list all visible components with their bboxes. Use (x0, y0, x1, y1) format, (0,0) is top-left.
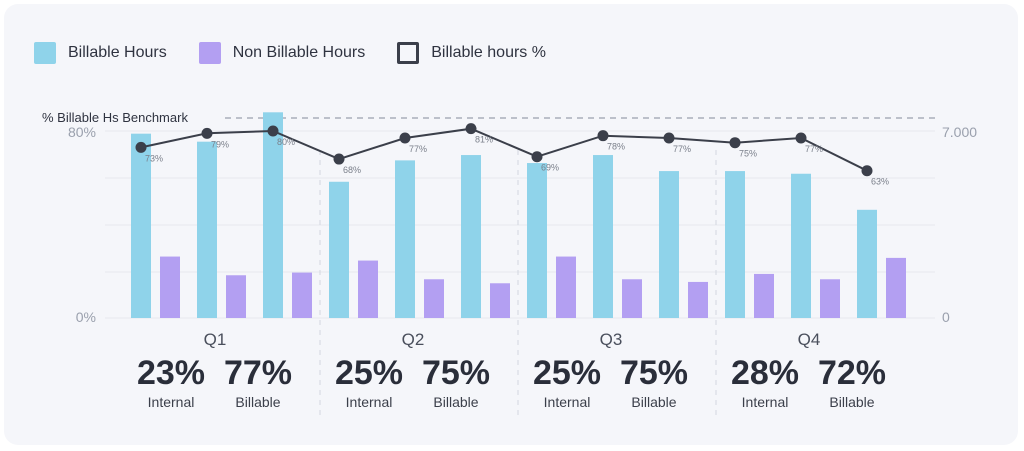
billable-pct-label: 77% (673, 144, 691, 154)
bar-non-billable (556, 256, 576, 318)
billable-label: Billable (433, 394, 478, 410)
benchmark-label: % Billable Hs Benchmark (42, 110, 188, 125)
legend-label-billable-pct: Billable hours % (431, 44, 546, 61)
billable-pct-line (140, 127, 868, 172)
bar-non-billable (226, 275, 246, 318)
quarter-label: Q2 (402, 330, 425, 349)
billable-label: Billable (829, 394, 874, 410)
bar-billable (131, 133, 151, 318)
legend-label-billable: Billable Hours (68, 44, 167, 61)
left-axis-min-label: 0% (76, 309, 96, 325)
internal-label: Internal (148, 394, 195, 410)
bar-billable (593, 155, 613, 318)
billable-pct-label: 69% (541, 163, 559, 173)
bars-layer (131, 112, 906, 318)
bar-non-billable (754, 273, 774, 318)
billable-pct-point (531, 151, 543, 163)
bar-non-billable (292, 272, 312, 318)
quarter-label: Q4 (798, 330, 821, 349)
bar-billable (527, 163, 547, 318)
billable-label: Billable (631, 394, 676, 410)
billable-pct-label: 68% (343, 165, 361, 175)
internal-label: Internal (742, 394, 789, 410)
billable-percent: 77% (224, 354, 292, 392)
billable-pct-label: 81% (475, 135, 493, 145)
billable-pct-label: 63% (871, 177, 889, 187)
bar-billable (395, 160, 415, 318)
billable-label: Billable (235, 394, 280, 410)
legend-label-non-billable: Non Billable Hours (232, 44, 366, 61)
billable-pct-point (201, 127, 213, 139)
billable-pct-point (135, 141, 147, 153)
billable-pct-label: 77% (805, 144, 823, 154)
billable-pct-label: 80% (277, 137, 295, 147)
bar-billable (659, 171, 679, 318)
legend: Billable Hours Non Billable Hours Billab… (34, 40, 578, 66)
internal-label: Internal (544, 394, 591, 410)
legend-swatch-billable (34, 42, 56, 64)
legend-swatch-billable-pct (397, 42, 420, 64)
internal-percent: 25% (335, 354, 403, 392)
billable-pct-point (465, 123, 477, 135)
billable-pct-point (729, 137, 741, 149)
bar-non-billable (886, 257, 906, 318)
bar-billable (725, 171, 745, 318)
bar-billable (263, 112, 283, 318)
quarter-label: Q1 (204, 330, 227, 349)
bar-billable (197, 141, 217, 318)
bar-non-billable (820, 279, 840, 318)
left-axis-max-label: 80% (68, 124, 96, 140)
bar-non-billable (688, 281, 708, 318)
billable-percent: 75% (620, 354, 688, 392)
bar-non-billable (424, 279, 444, 318)
bar-billable (329, 181, 349, 318)
line-layer: 73% 79% 80% 68% 77% 81% 69% 78% 77% 75% 77% 63% (135, 123, 889, 187)
bar-non-billable (358, 260, 378, 318)
internal-label: Internal (346, 394, 393, 410)
legend-item-non-billable-hours[interactable]: Non Billable Hours (198, 42, 366, 64)
billable-percent: 72% (818, 354, 886, 392)
billable-pct-point (399, 132, 411, 144)
legend-item-billable-pct[interactable]: Billable hours % (397, 42, 546, 64)
bar-non-billable (622, 279, 642, 318)
billable-pct-label: 78% (607, 142, 625, 152)
billable-pct-point (861, 165, 873, 177)
billable-pct-point (795, 132, 807, 144)
bar-billable (791, 173, 811, 318)
billable-pct-point (663, 132, 675, 144)
billable-pct-label: 77% (409, 144, 427, 154)
bar-billable (461, 155, 481, 318)
billable-pct-label: 75% (739, 149, 757, 159)
internal-percent: 28% (731, 354, 799, 392)
billable-pct-label: 73% (145, 153, 163, 163)
right-axis-max-label: 7.000 (942, 124, 977, 140)
right-axis-min-label: 0 (942, 309, 950, 325)
quarter-label: Q3 (600, 330, 623, 349)
bar-non-billable (160, 256, 180, 318)
bar-non-billable (490, 283, 510, 318)
billable-pct-point (597, 130, 609, 142)
legend-swatch-non-billable (198, 42, 221, 64)
internal-percent: 23% (137, 354, 205, 392)
billable-pct-point (333, 153, 345, 165)
billable-percent: 75% (422, 354, 490, 392)
billable-pct-point (267, 125, 279, 137)
internal-percent: 25% (533, 354, 601, 392)
bar-billable (857, 209, 877, 318)
legend-item-billable-hours[interactable]: Billable Hours (34, 42, 167, 64)
billable-pct-label: 79% (211, 139, 229, 149)
